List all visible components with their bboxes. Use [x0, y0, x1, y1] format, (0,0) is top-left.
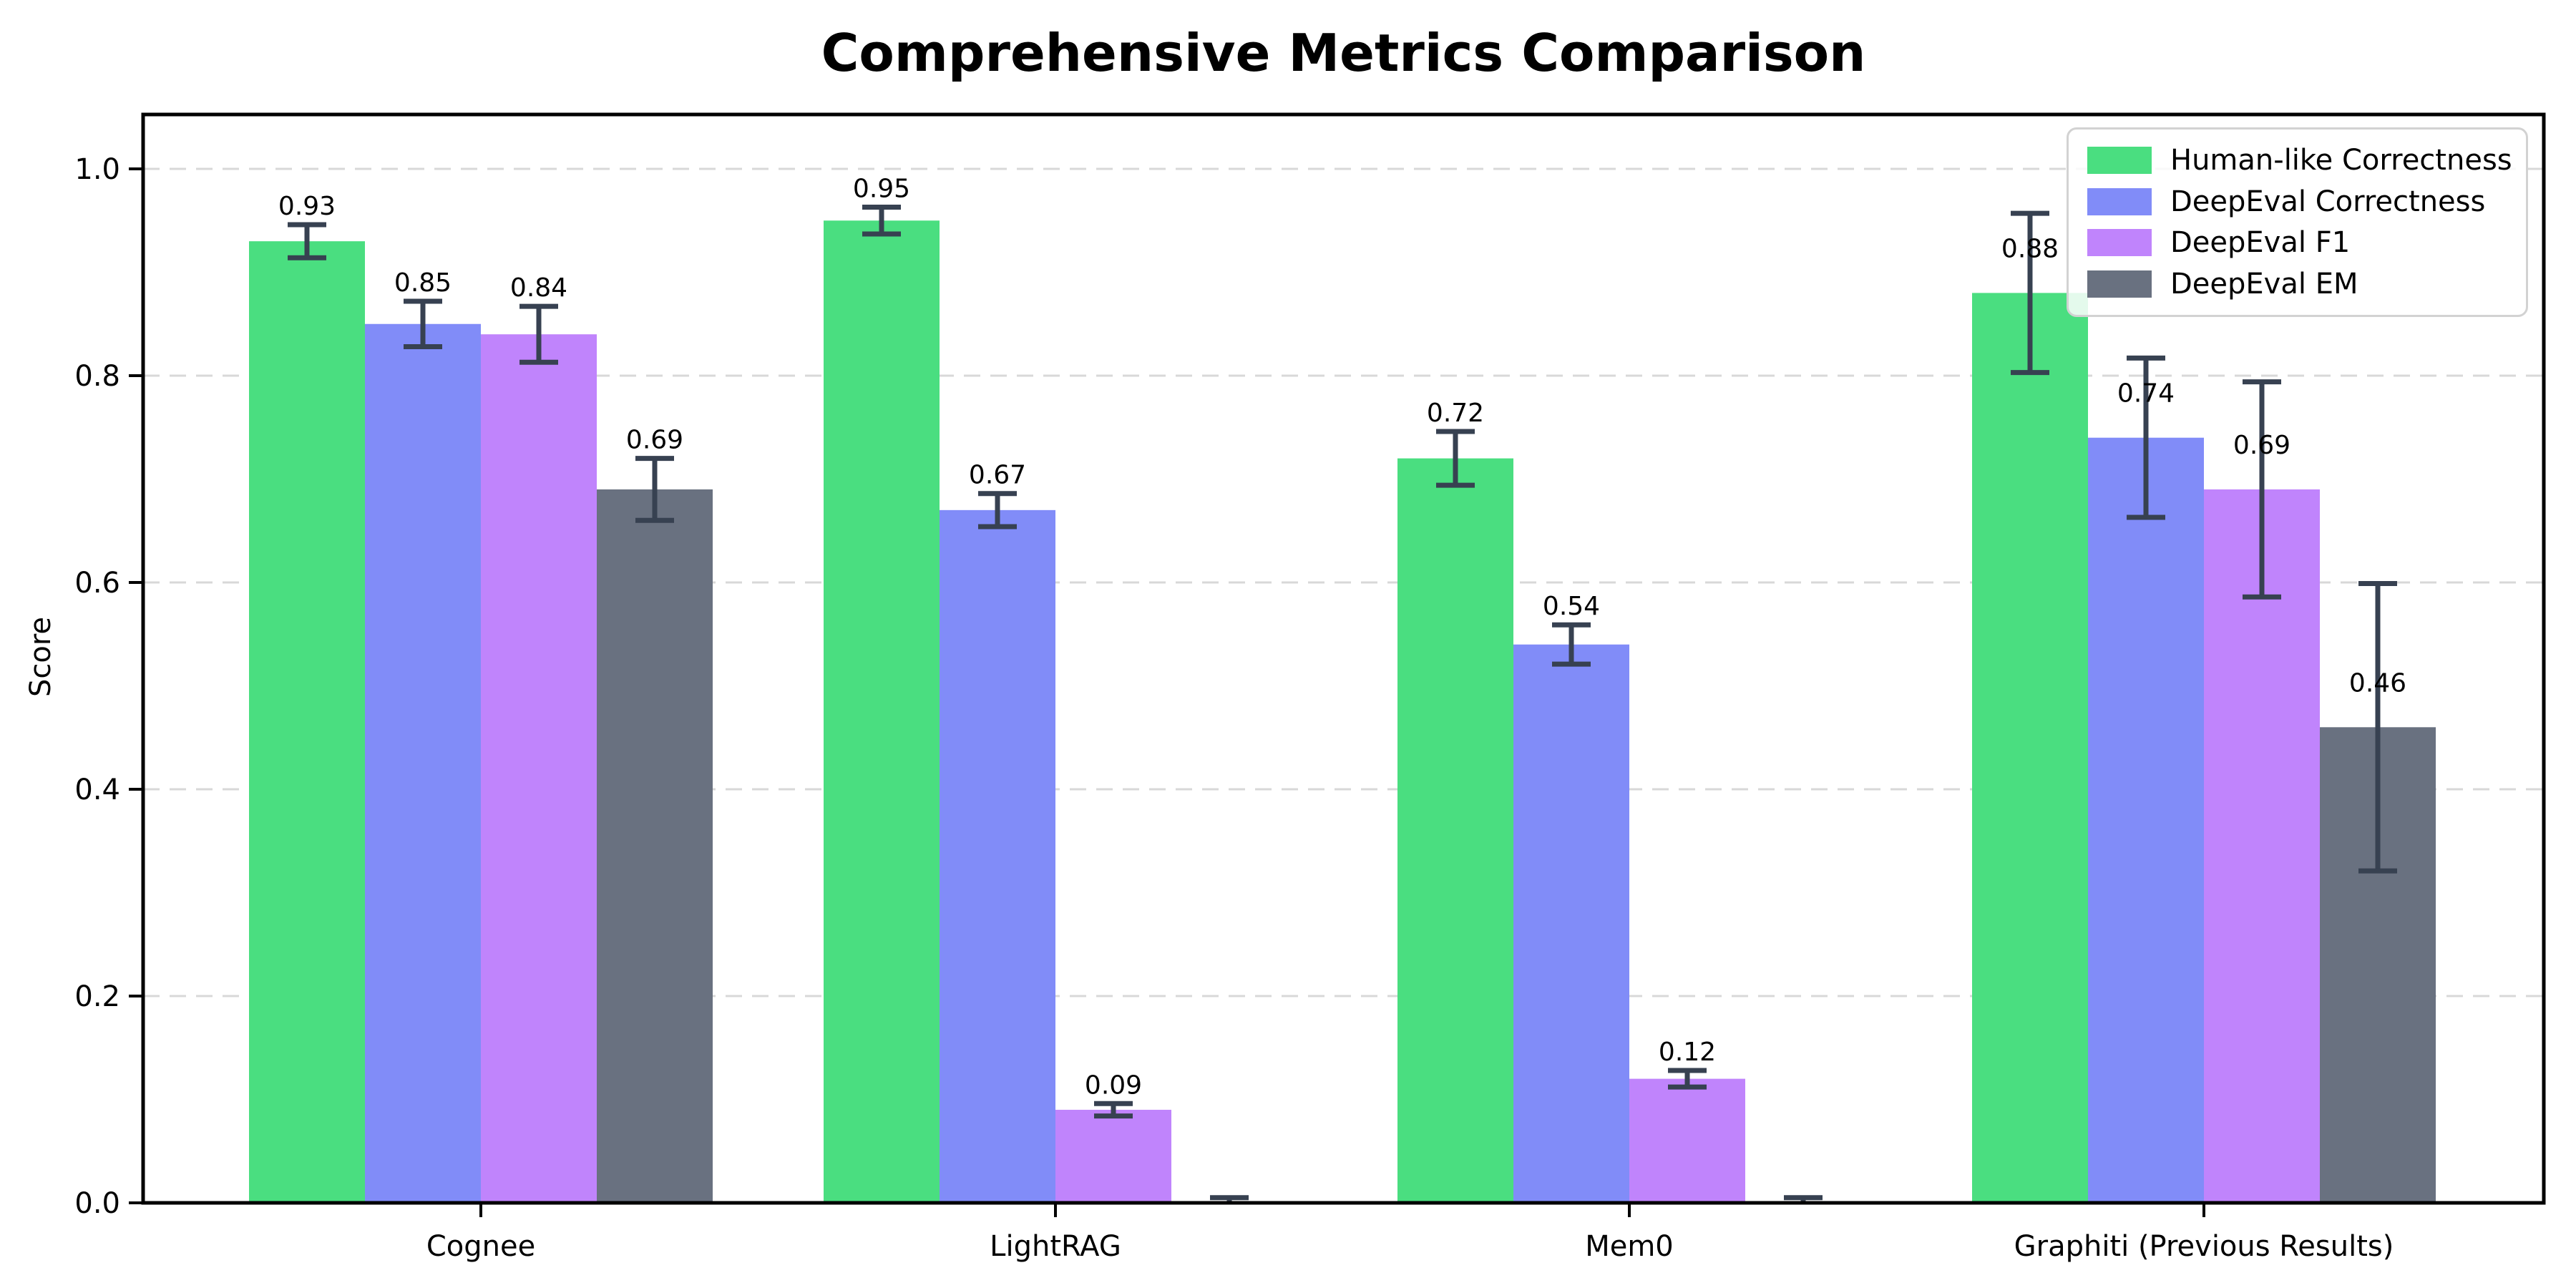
error-bar-deepeval-f1-graphiti-previous-results [2243, 379, 2281, 600]
bar-value-label-deepeval-f1-graphiti-previous-results: 0.69 [2233, 431, 2290, 460]
legend-swatch-deepeval-correctness [2087, 187, 2152, 215]
error-bar-deepeval-em-cognee [635, 456, 674, 523]
legend-item-deepeval-correctness: DeepEval Correctness [2087, 185, 2507, 218]
bar-value-label-deepeval-f1-lightrag: 0.09 [1085, 1070, 1142, 1100]
bar-value-label-human-like-correctness-lightrag: 0.95 [853, 174, 910, 203]
bar-human-like-correctness-graphiti-previous-results [1972, 293, 2088, 1203]
error-bar-deepeval-correctness-mem0 [1552, 622, 1591, 667]
bar-value-label-deepeval-correctness-lightrag: 0.67 [969, 461, 1026, 490]
bar-value-label-human-like-correctness-graphiti-previous-results: 0.88 [2001, 234, 2059, 263]
bar-value-label-deepeval-correctness-mem0: 0.54 [1543, 592, 1600, 621]
bar-deepeval-em-cognee [597, 489, 713, 1203]
error-bar-deepeval-f1-lightrag [1094, 1101, 1133, 1119]
axes-spines [141, 112, 2546, 1205]
bar-human-like-correctness-lightrag [824, 220, 940, 1203]
legend-box: Human-like Correctness DeepEval Correctne… [2067, 127, 2528, 317]
legend-swatch-deepeval-em [2087, 270, 2152, 298]
bar-deepeval-correctness-cognee [365, 323, 481, 1203]
bar-value-label-deepeval-em-cognee: 0.69 [626, 426, 683, 455]
error-bar-deepeval-correctness-cognee [404, 298, 442, 350]
error-bar-deepeval-correctness-lightrag [978, 491, 1017, 530]
legend-item-human-like-correctness: Human-like Correctness [2087, 144, 2512, 177]
error-bar-human-like-correctness-cognee [288, 222, 326, 260]
y-tick-label-1.0: 1.0 [74, 153, 120, 186]
bar-value-label-deepeval-em-graphiti-previous-results: 0.46 [2349, 668, 2406, 698]
x-tick-label-graphiti-previous-results: Graphiti (Previous Results) [2014, 1230, 2394, 1263]
bar-deepeval-f1-graphiti-previous-results [2204, 489, 2320, 1203]
bar-value-label-deepeval-f1-mem0: 0.12 [1659, 1038, 1716, 1067]
legend-item-deepeval-f1: DeepEval F1 [2087, 226, 2507, 259]
y-tick-label-0.8: 0.8 [74, 360, 120, 393]
y-tick-label-0.0: 0.0 [74, 1187, 120, 1220]
legend-label-human-like-correctness: Human-like Correctness [2170, 143, 2512, 177]
error-bar-human-like-correctness-mem0 [1436, 429, 1475, 488]
bar-value-label-deepeval-f1-cognee: 0.84 [510, 273, 567, 303]
bar-deepeval-f1-lightrag [1055, 1109, 1171, 1203]
legend-item-deepeval-em: DeepEval EM [2087, 268, 2507, 301]
error-bar-deepeval-em-graphiti-previous-results [2358, 580, 2397, 874]
error-bar-deepeval-f1-cognee [519, 303, 558, 365]
legend-label-deepeval-correctness: DeepEval Correctness [2170, 185, 2486, 218]
legend-swatch-human-like-correctness [2087, 146, 2152, 174]
error-bar-deepeval-correctness-graphiti-previous-results [2127, 355, 2165, 520]
bar-deepeval-f1-cognee [481, 334, 597, 1204]
error-bar-deepeval-em-mem0 [1784, 1195, 1823, 1201]
error-bar-human-like-correctness-graphiti-previous-results [2011, 210, 2049, 376]
y-tick-label-0.2: 0.2 [74, 980, 120, 1013]
y-tick-label-0.6: 0.6 [74, 567, 120, 600]
bar-value-label-deepeval-correctness-cognee: 0.85 [394, 268, 452, 298]
legend-swatch-deepeval-f1 [2087, 229, 2152, 257]
bar-value-label-human-like-correctness-mem0: 0.72 [1427, 399, 1484, 428]
bar-deepeval-f1-mem0 [1629, 1078, 1745, 1203]
legend-label-deepeval-em: DeepEval EM [2170, 268, 2358, 301]
legend-label-deepeval-f1: DeepEval F1 [2170, 226, 2351, 260]
bar-value-label-deepeval-correctness-graphiti-previous-results: 0.74 [2117, 379, 2175, 409]
error-bar-deepeval-em-lightrag [1210, 1195, 1249, 1201]
bar-human-like-correctness-mem0 [1397, 458, 1513, 1203]
bar-deepeval-correctness-graphiti-previous-results [2088, 437, 2204, 1204]
bar-deepeval-correctness-lightrag [940, 509, 1055, 1203]
bar-human-like-correctness-cognee [249, 241, 365, 1203]
error-bar-deepeval-f1-mem0 [1668, 1068, 1707, 1090]
error-bar-human-like-correctness-lightrag [862, 204, 901, 237]
bar-value-label-human-like-correctness-cognee: 0.93 [278, 192, 336, 221]
x-tick-label-lightrag: LightRAG [990, 1230, 1121, 1263]
bar-deepeval-correctness-mem0 [1513, 644, 1629, 1203]
x-tick-label-mem0: Mem0 [1585, 1230, 1674, 1263]
y-tick-label-0.4: 0.4 [74, 774, 120, 806]
x-tick-label-cognee: Cognee [426, 1230, 535, 1263]
chart-title: Comprehensive Metrics Comparison [821, 23, 1866, 83]
